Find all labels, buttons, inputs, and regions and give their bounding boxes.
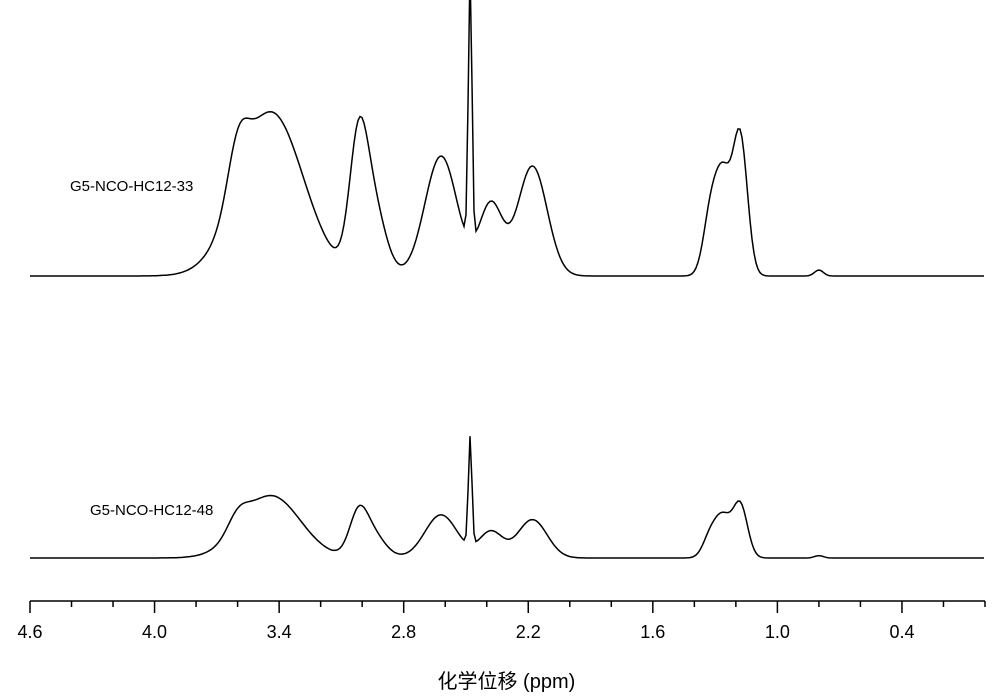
- nmr-figure: G5-NCO-HC12-33 G5-NCO-HC12-48 化学位移 (ppm)…: [0, 0, 1000, 696]
- spectrum-trace-top: [30, 0, 984, 276]
- x-axis-tick-label: 1.6: [640, 622, 665, 643]
- x-axis-tick-label: 1.0: [765, 622, 790, 643]
- x-axis-tick-label: 0.4: [889, 622, 914, 643]
- plot-svg: [0, 0, 1000, 696]
- x-axis-title: 化学位移 (ppm): [438, 665, 576, 694]
- x-axis-tick-label: 3.4: [267, 622, 292, 643]
- x-axis-tick-label: 2.8: [391, 622, 416, 643]
- trace-label-bottom: G5-NCO-HC12-48: [90, 502, 213, 519]
- trace-label-top: G5-NCO-HC12-33: [70, 178, 193, 195]
- x-axis-tick-label: 2.2: [516, 622, 541, 643]
- spectrum-trace-bottom: [30, 436, 984, 558]
- x-axis-tick-label: 4.6: [17, 622, 42, 643]
- x-axis-tick-label: 4.0: [142, 622, 167, 643]
